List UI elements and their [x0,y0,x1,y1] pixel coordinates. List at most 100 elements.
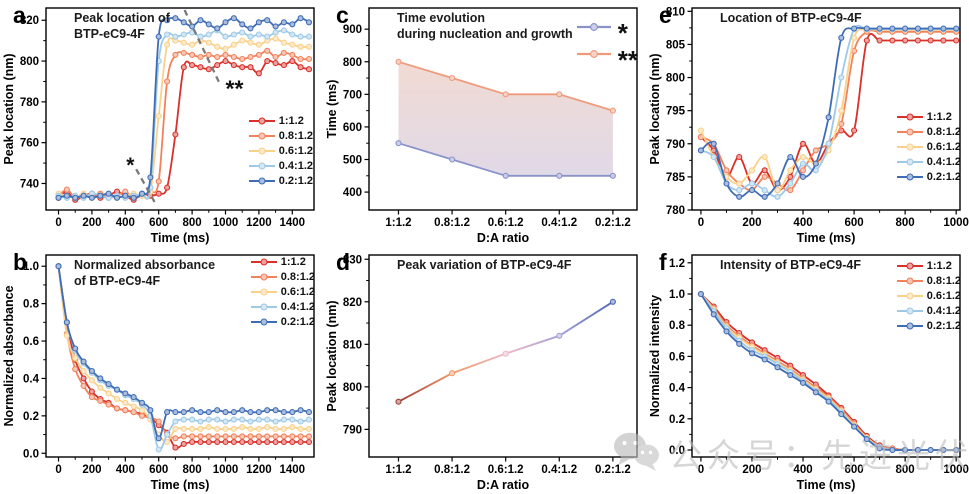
svg-text:0.2: 0.2 [669,414,685,426]
panel-a: * ** 0 200 400 600 800 1000 1200 1400 Time (ms) 740… [0,0,323,247]
data-point [105,390,112,397]
data-point [197,425,204,432]
data-point [172,435,179,442]
data-point [761,187,768,194]
data-point [736,340,743,347]
data-point [280,49,287,56]
svg-text:800: 800 [20,56,39,68]
legend-swatch-icon [896,307,923,315]
data-point [172,33,179,40]
data-point [164,184,171,191]
data-point [502,350,509,357]
legend-label: 0.6:1.2 [926,290,961,302]
data-point [697,290,704,298]
data-point [940,446,947,454]
svg-text:800: 800 [666,73,685,85]
data-point [180,425,187,432]
data-point [239,37,246,44]
svg-text:1:1.2: 1:1.2 [385,464,411,476]
svg-text:600: 600 [149,217,168,229]
legend-entry: * [576,14,638,46]
legend-swatch-icon [250,258,277,266]
data-point [80,358,87,365]
svg-text:1000: 1000 [213,217,239,229]
data-point [748,187,756,194]
y-axis-title: Time (ms) [325,80,339,139]
data-point [697,127,704,134]
svg-text:1.0: 1.0 [23,261,39,273]
svg-text:810: 810 [666,6,685,18]
data-point [205,31,212,38]
y-axis: 0.0 0.2 0.4 0.6 0.8 1.0 1.2 [669,258,692,457]
data-point [272,438,279,446]
data-point [723,167,730,174]
svg-text:760: 760 [20,138,39,150]
data-point [122,407,129,414]
series-0.4:1.2 [55,27,313,201]
y-axis-title: Normalized intensity [648,295,662,417]
data-point [863,25,870,32]
data-point [138,190,146,197]
data-point [180,416,187,423]
data-point [147,407,154,414]
data-point [889,446,896,454]
legend-entry: 0.4:1.2 [250,300,315,314]
data-point [297,55,304,63]
data-point [255,425,262,432]
svg-text:400: 400 [343,187,362,199]
data-point [736,193,743,200]
data-point [272,53,279,61]
data-point [214,407,221,414]
data-point [230,41,237,48]
svg-text:0.6:1.2: 0.6:1.2 [488,464,524,476]
data-point [761,356,768,363]
data-point [147,174,154,181]
legend-label: 0.4:1.2 [280,301,315,313]
svg-text:780: 780 [20,97,39,109]
legend-label: 1:1.2 [926,111,952,123]
data-point [305,409,313,416]
data-point [272,418,279,425]
data-point [255,416,262,423]
data-point [63,186,70,193]
data-point [710,140,717,147]
data-point [247,53,254,61]
legend-swatch-icon [250,303,277,311]
data-point [914,446,921,454]
data-point [88,377,95,384]
svg-text:800: 800 [343,57,362,69]
data-point [205,66,212,73]
data-point [297,43,304,50]
data-point [940,37,947,44]
data-point [927,25,934,32]
data-point [180,440,187,447]
legend-swatch-icon [896,277,923,285]
chart-title-line: BTP-eC9-4F [74,27,145,42]
chart-title-c: Time evolution during nucleation and gro… [397,10,573,43]
data-point [723,180,730,187]
data-point [264,47,271,54]
legend-entry: 0.4:1.2 [248,159,313,173]
data-point [953,25,960,32]
svg-text:0.2: 0.2 [23,411,39,423]
data-point [122,390,129,397]
data-point [113,405,121,412]
series-0.2:1.2 [55,263,313,442]
legend-label: 1:1.2 [926,260,952,272]
svg-text:790: 790 [343,424,362,436]
dashed-guide-line [135,168,158,206]
x-axis: 0 200 400 600 800 1000 1200 1400 [55,457,305,476]
data-point [914,25,921,32]
data-point [164,31,171,38]
data-point [230,15,237,22]
chart-title-d: Peak variation of BTP-eC9-4F [397,257,571,273]
data-point [748,167,756,174]
data-point [876,25,883,32]
data-point [180,31,187,38]
data-point [222,409,229,416]
data-point [80,375,87,382]
data-point [297,64,304,71]
data-point [449,370,456,377]
data-point [255,31,262,38]
series-* [395,140,616,179]
